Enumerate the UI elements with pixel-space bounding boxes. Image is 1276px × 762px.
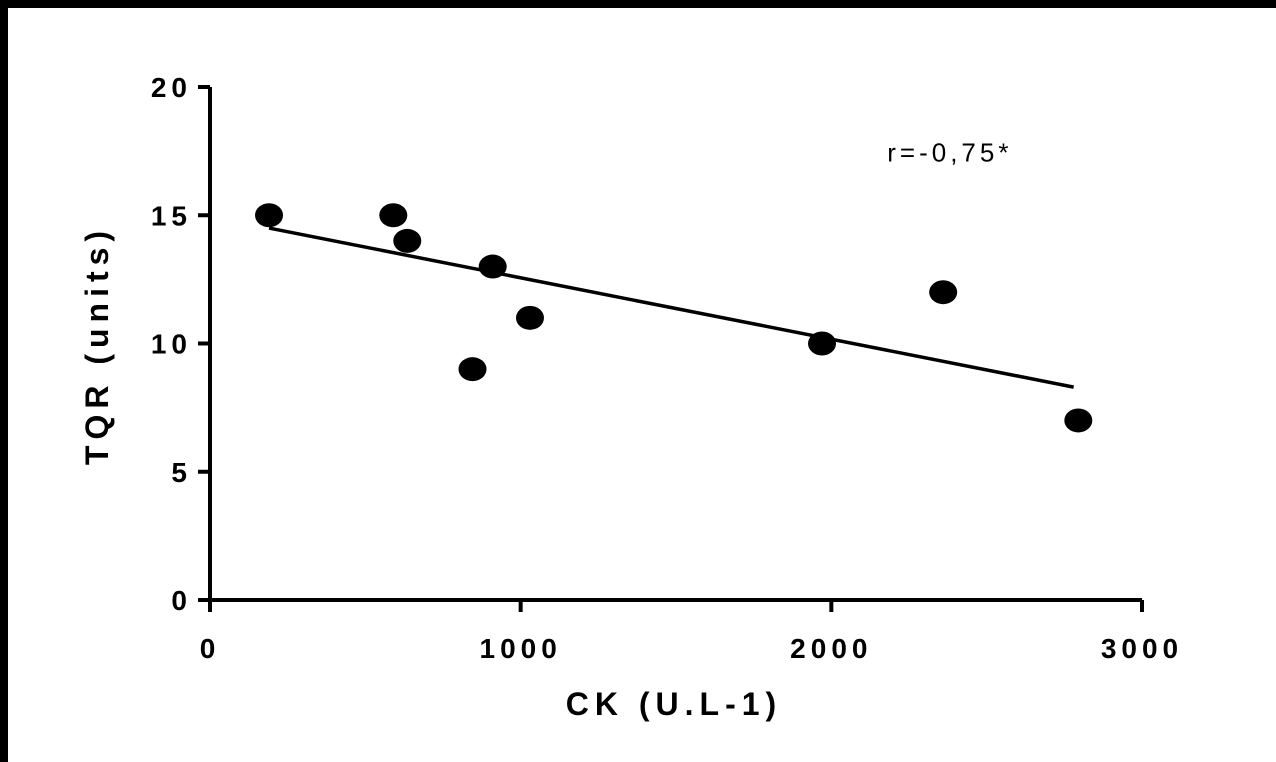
- data-point: [515, 305, 544, 330]
- y-axis-title: TQR (units): [79, 225, 115, 465]
- data-point: [379, 203, 408, 228]
- y-axis-ticks: 0 5 10 15 20: [151, 72, 210, 616]
- correlation-annotation: r=-0,75*: [887, 137, 1012, 167]
- x-tick-label: 3000: [1101, 633, 1183, 664]
- data-point: [1064, 408, 1093, 433]
- x-axis-ticks: 0 1000 2000 3000: [200, 600, 1183, 664]
- y-tick-label: 15: [151, 200, 192, 231]
- data-point: [393, 228, 422, 253]
- data-point: [478, 254, 507, 279]
- trend-line: [268, 226, 1074, 389]
- data-point: [255, 203, 284, 228]
- y-tick-label: 20: [151, 72, 192, 103]
- x-axis-title: CK (U.L-1): [566, 686, 782, 722]
- x-tick-label: 1000: [480, 633, 562, 664]
- data-points: [255, 203, 1093, 433]
- data-point: [929, 280, 958, 305]
- x-tick-label: 2000: [790, 633, 872, 664]
- data-point: [808, 331, 837, 356]
- x-tick-label: 0: [200, 633, 221, 664]
- y-tick-label: 10: [151, 329, 192, 360]
- data-point: [458, 357, 487, 382]
- y-tick-label: 0: [171, 585, 192, 616]
- y-tick-label: 5: [171, 457, 192, 488]
